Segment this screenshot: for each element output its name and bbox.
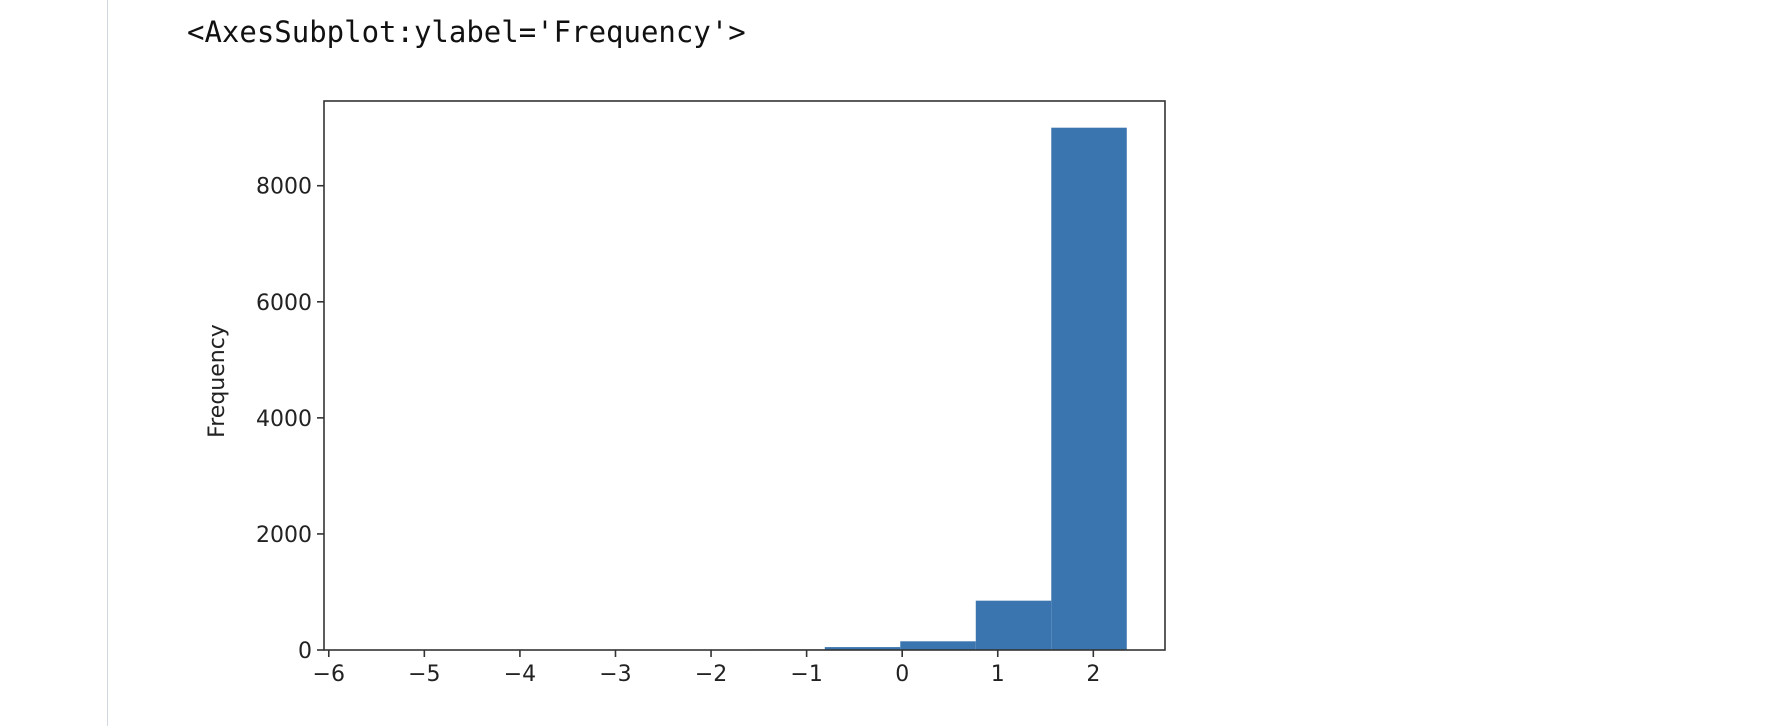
histogram-bar <box>1051 127 1127 650</box>
bars-layer <box>371 127 1127 650</box>
y-tick-label: 8000 <box>256 175 312 200</box>
x-tick-label: 2 <box>1086 662 1100 687</box>
x-tick-label: −4 <box>504 662 536 687</box>
y-tick-label: 2000 <box>256 523 312 548</box>
x-tick-label: −2 <box>695 662 727 687</box>
x-tick-label: 0 <box>895 662 909 687</box>
x-tick-label: −1 <box>790 662 822 687</box>
x-tick-label: −3 <box>599 662 631 687</box>
histogram-bar <box>975 600 1052 650</box>
y-axis: 0 2000 4000 6000 8000 <box>256 175 324 664</box>
y-axis-title: Frequency <box>205 324 230 438</box>
output-repr-text: <AxesSubplot:ylabel='Frequency'> <box>187 15 746 49</box>
y-tick-label: 0 <box>298 639 312 664</box>
histogram-bar <box>900 641 976 650</box>
x-tick-label: 1 <box>991 662 1005 687</box>
x-axis: −6 −5 −4 −3 −2 −1 0 1 2 <box>313 650 1100 687</box>
y-tick-label: 4000 <box>256 407 312 432</box>
histogram-bar <box>824 647 901 650</box>
x-tick-label: −5 <box>408 662 440 687</box>
x-tick-label: −6 <box>313 662 345 687</box>
cell-left-border <box>107 0 108 726</box>
y-tick-label: 6000 <box>256 291 312 316</box>
plot-frame <box>323 100 1166 651</box>
